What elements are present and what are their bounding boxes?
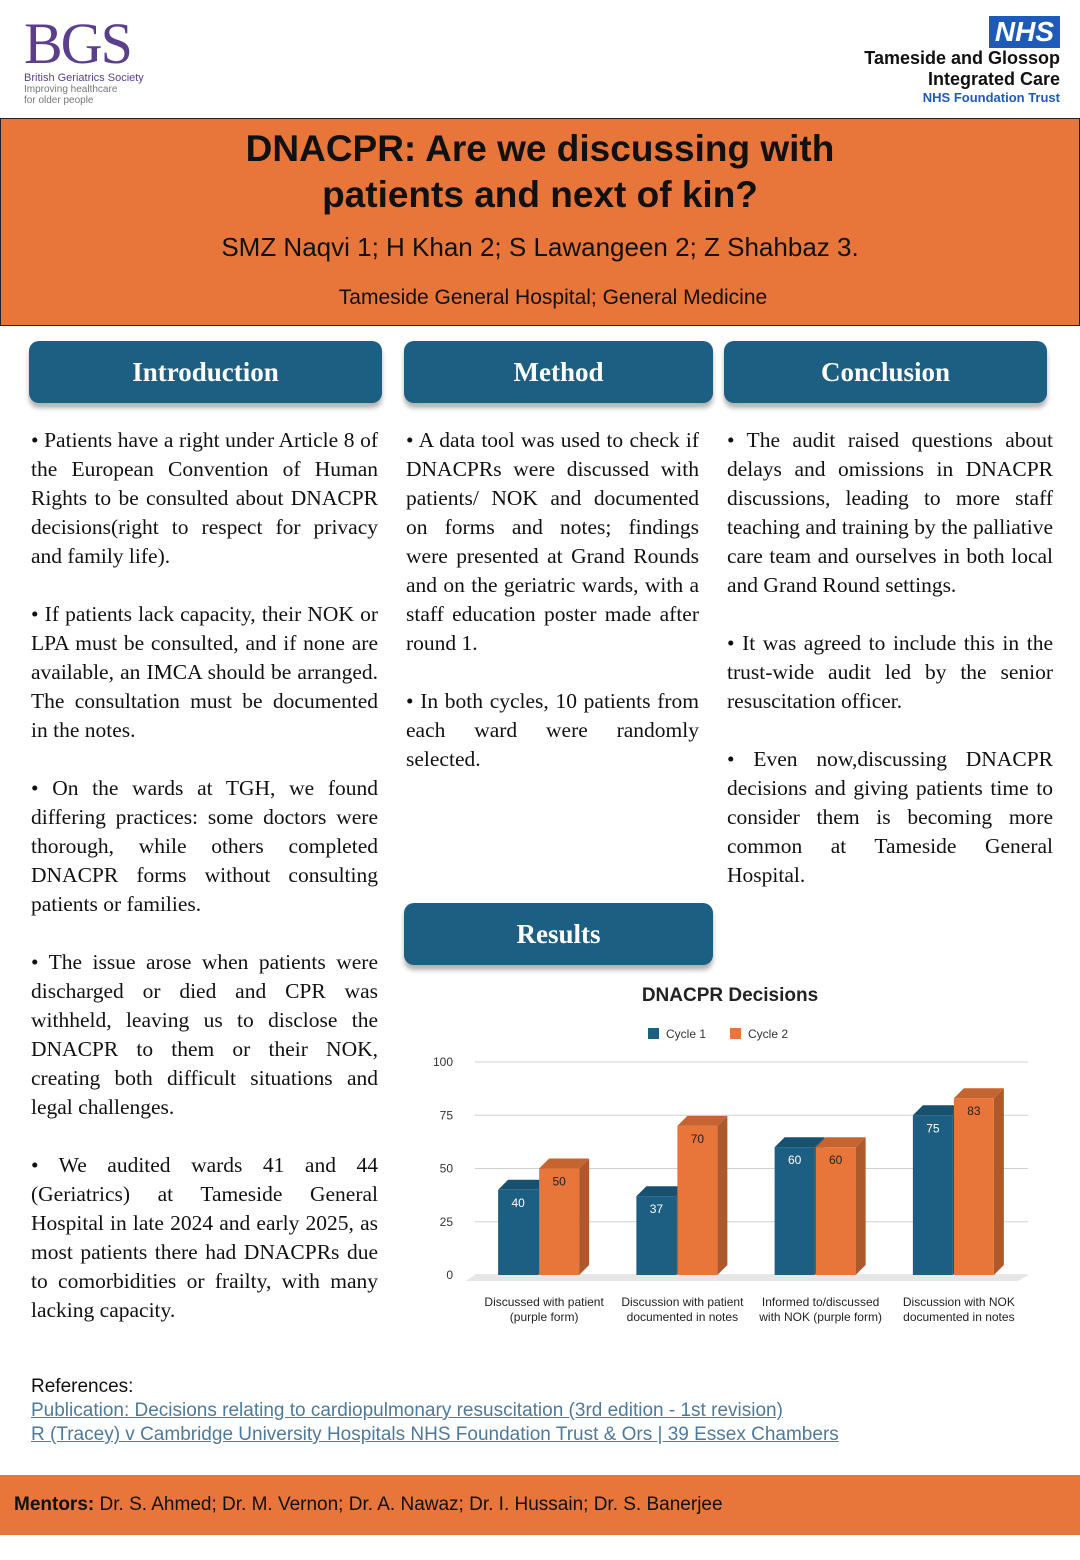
value-label: 60: [829, 1153, 843, 1167]
floor: [465, 1275, 1028, 1281]
column: • A data tool was used to check if DNACP…: [406, 426, 699, 803]
bar-side: [579, 1158, 590, 1275]
title: patients and next of kin?: [322, 174, 758, 215]
bar-side: [993, 1088, 1004, 1275]
paragraph: • Patients have a right under Article 8 …: [31, 428, 378, 568]
affiliation: Tameside General Hospital; General Medic…: [338, 286, 768, 309]
y-tick-label: 0: [446, 1268, 453, 1282]
title: DNACPR: Are we discussing with: [245, 128, 835, 169]
footer: [0, 1475, 1080, 1535]
y-tick-label: 25: [440, 1215, 454, 1229]
paragraph: • In both cycles, 10 patients from each …: [406, 689, 699, 771]
logo-line: British Geriatrics Society: [24, 72, 144, 84]
bar: [912, 1115, 953, 1275]
bgs-logo: BGS British Geriatrics Society Improving…: [24, 11, 144, 107]
bar-top: [912, 1105, 963, 1116]
nhs-logo: NHS Tameside and Glossop Integrated Care…: [864, 16, 1060, 106]
value-label: 75: [926, 1121, 940, 1135]
value-label: 40: [511, 1196, 525, 1210]
x-tick-label: Informed to/discussed with NOK (purple f…: [759, 1295, 882, 1324]
mentors-label: Mentors:: [14, 1494, 95, 1515]
section-heading: Conclusion: [724, 341, 1047, 403]
paragraph: • The issue arose when patients were dis…: [31, 950, 378, 1119]
bar-top: [774, 1137, 825, 1148]
legend-label: Cycle 1: [666, 1027, 706, 1041]
legend-swatch: [648, 1028, 659, 1039]
bar-top: [953, 1088, 1004, 1099]
chart: DNACPR Decisions 0 25 50 75 100 Cycle 1 Cycle …: [420, 982, 1060, 1352]
logo-line: Integrated Care: [927, 69, 1060, 89]
y-tick-label: 100: [433, 1055, 453, 1069]
mentors: Mentors: Dr. S. Ahmed; Dr. M. Vernon; Dr…: [14, 1494, 723, 1516]
mentors-text: Dr. S. Ahmed; Dr. M. Vernon; Dr. A. Nawa…: [99, 1494, 723, 1515]
bar-top: [636, 1186, 687, 1197]
bar-top: [539, 1158, 590, 1169]
section-heading: Introduction: [29, 341, 382, 403]
column: • Patients have a right under Article 8 …: [31, 426, 378, 1354]
references: References: Publication: Decisions relat…: [31, 1375, 839, 1447]
chart-title: DNACPR Decisions: [642, 985, 818, 1006]
paragraph: • A data tool was used to check if DNACP…: [406, 428, 699, 655]
logo-mark: NHS: [988, 16, 1060, 48]
x-tick-label: Discussion with NOK documented in notes: [902, 1295, 1015, 1324]
bar: [498, 1189, 539, 1275]
bar: [636, 1196, 677, 1275]
bar: [677, 1125, 718, 1275]
bar: [953, 1098, 994, 1275]
logo-mark: BGS: [24, 11, 133, 76]
paragraph: • On the wards at TGH, we found differin…: [31, 776, 378, 916]
bar-side: [855, 1137, 866, 1275]
paragraph: • If patients lack capacity, their NOK o…: [31, 602, 378, 742]
chart-svg: DNACPR Decisions 0 25 50 75 100 Cycle 1 Cycle …: [433, 985, 1028, 1282]
value-label: 70: [691, 1132, 705, 1146]
logo-line: Tameside and Glossop: [864, 48, 1060, 68]
bar: [539, 1168, 580, 1275]
y-tick-label: 75: [440, 1108, 454, 1122]
section-heading: Method: [404, 341, 713, 403]
x-tick-label: Discussion with patient documented in no…: [621, 1295, 744, 1324]
references-label: References:: [31, 1376, 134, 1397]
value-label: 37: [650, 1202, 664, 1216]
reference-link[interactable]: R (Tracey) v Cambridge University Hospit…: [31, 1424, 839, 1445]
paragraph: • Even now,discussing DNACPR decisions a…: [727, 747, 1053, 887]
bar-top: [677, 1115, 728, 1126]
bar: [815, 1147, 856, 1275]
logo-line: Improving healthcare: [24, 84, 118, 95]
column: • The audit raised questions about delay…: [727, 426, 1053, 919]
value-label: 60: [788, 1153, 802, 1167]
banner: [0, 118, 1080, 326]
legend-label: Cycle 2: [748, 1027, 788, 1041]
value-label: 50: [552, 1175, 566, 1189]
y-tick-label: 50: [440, 1162, 454, 1176]
bar: [774, 1147, 815, 1275]
bar-top: [815, 1137, 866, 1148]
logo-line: for older people: [24, 95, 94, 106]
reference-link[interactable]: Publication: Decisions relating to cardi…: [31, 1400, 783, 1421]
x-tick-label: Discussed with patient (purple form): [484, 1295, 604, 1324]
logo-line: NHS Foundation Trust: [922, 90, 1060, 105]
bar-top: [498, 1179, 549, 1190]
paragraph: • The audit raised questions about delay…: [727, 428, 1053, 597]
legend-swatch: [730, 1028, 741, 1039]
paragraph: • We audited wards 41 and 44 (Geriatrics…: [31, 1153, 378, 1322]
authors: SMZ Naqvi 1; H Khan 2; S Lawangeen 2; Z …: [221, 232, 859, 262]
paragraph: • It was agreed to include this in the t…: [727, 631, 1053, 713]
value-label: 83: [967, 1104, 981, 1118]
bar-side: [717, 1115, 728, 1275]
section-heading: Results: [404, 903, 713, 965]
